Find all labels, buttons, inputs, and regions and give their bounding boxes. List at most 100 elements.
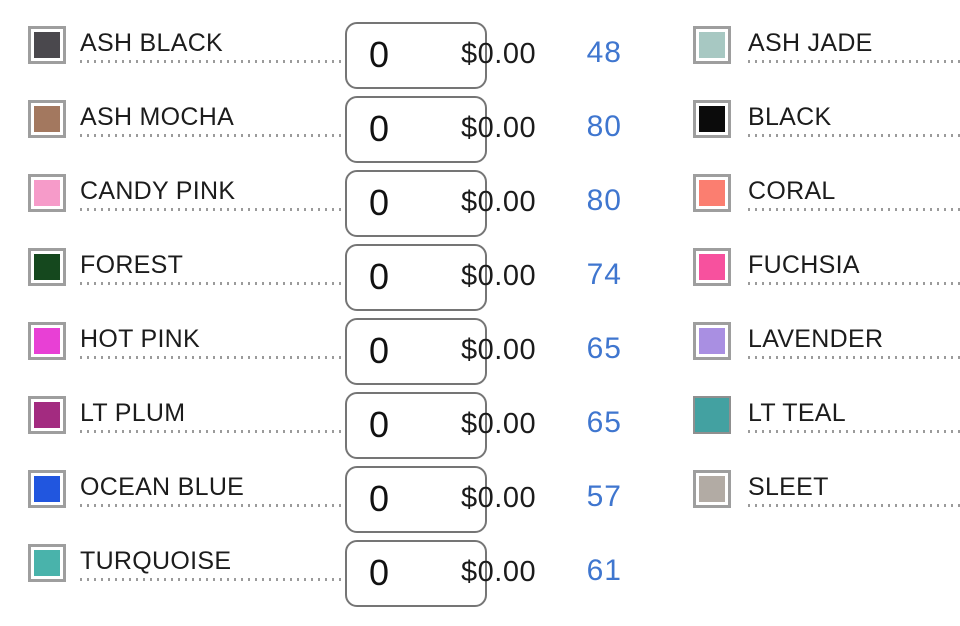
color-row-ash-mocha: ASH MOCHA $0.00 80 [0, 82, 640, 163]
available-count: 80 [586, 184, 622, 217]
label-leader: ASH BLACK [80, 27, 345, 63]
color-row-ocean-blue: OCEAN BLUE $0.00 57 [0, 452, 640, 533]
color-chip [699, 476, 725, 502]
turquoise-swatch-icon [28, 544, 66, 582]
color-chip [34, 254, 60, 280]
line-price: $0.00 [461, 481, 537, 514]
color-row-black: BLACK [640, 82, 960, 156]
color-row-sleet: SLEET [640, 452, 960, 526]
color-chip [699, 254, 725, 280]
black-swatch-icon [693, 100, 731, 138]
available-count: 65 [586, 332, 622, 365]
label-leader: CORAL [748, 175, 960, 211]
ash-mocha-swatch-icon [28, 100, 66, 138]
available-count-wrap: 61 [536, 546, 640, 587]
quantity-input[interactable] [345, 95, 487, 163]
color-row-lavender: LAVENDER [640, 304, 960, 378]
color-row-turquoise: TURQUOISE $0.00 61 [0, 526, 640, 607]
color-row-lt-teal: LT TEAL [640, 378, 960, 452]
color-name-label: LT TEAL [748, 398, 846, 427]
color-chip [34, 106, 60, 132]
color-chip [699, 180, 725, 206]
label-leader: SLEET [748, 471, 960, 507]
line-price: $0.00 [461, 111, 537, 144]
label-leader: LT PLUM [80, 397, 345, 433]
available-count: 48 [586, 36, 622, 69]
sleet-swatch-icon [693, 470, 731, 508]
color-row-fuchsia: FUCHSIA [640, 230, 960, 304]
color-row-coral: CORAL [640, 156, 960, 230]
color-name-label: TURQUOISE [80, 546, 232, 575]
label-leader: BLACK [748, 101, 960, 137]
available-count: 74 [586, 258, 622, 291]
color-row-hot-pink: HOT PINK $0.00 65 [0, 304, 640, 385]
quantity-input[interactable] [345, 169, 487, 237]
quantity-input[interactable] [345, 317, 487, 385]
label-leader: FUCHSIA [748, 249, 960, 285]
available-count: 80 [586, 110, 622, 143]
available-count-wrap: 65 [536, 398, 640, 439]
color-name-label: FOREST [80, 250, 184, 279]
available-count: 65 [586, 406, 622, 439]
color-chip [34, 402, 60, 428]
available-count-wrap: 48 [536, 28, 640, 69]
color-row-ash-black: ASH BLACK $0.00 48 [0, 8, 640, 89]
color-chip [34, 476, 60, 502]
color-chip [34, 328, 60, 354]
color-row-ash-jade: ASH JADE [640, 8, 960, 82]
line-price: $0.00 [461, 259, 537, 292]
color-name-label: SLEET [748, 472, 829, 501]
line-price: $0.00 [461, 333, 537, 366]
label-leader: HOT PINK [80, 323, 345, 359]
color-chip [34, 32, 60, 58]
color-name-label: OCEAN BLUE [80, 472, 245, 501]
ash-jade-swatch-icon [693, 26, 731, 64]
fuchsia-swatch-icon [693, 248, 731, 286]
color-name-label: LT PLUM [80, 398, 186, 427]
color-name-label: ASH BLACK [80, 28, 224, 57]
quantity-input[interactable] [345, 539, 487, 607]
quantity-input[interactable] [345, 391, 487, 459]
label-leader: FOREST [80, 249, 345, 285]
available-count: 57 [586, 480, 622, 513]
label-leader: LT TEAL [748, 397, 960, 433]
color-chip [699, 32, 725, 58]
color-name-label: LAVENDER [748, 324, 884, 353]
line-price: $0.00 [461, 407, 537, 440]
hot-pink-swatch-icon [28, 322, 66, 360]
color-chip [699, 328, 725, 354]
label-leader: CANDY PINK [80, 175, 345, 211]
color-name-label: CANDY PINK [80, 176, 236, 205]
color-name-label: FUCHSIA [748, 250, 860, 279]
label-leader: ASH JADE [748, 27, 960, 63]
right-color-column: ASH JADE BLACK CORAL FUCHSIA LAVENDER LT TEAL… [640, 8, 960, 600]
quantity-input[interactable] [345, 465, 487, 533]
ash-black-swatch-icon [28, 26, 66, 64]
color-row-candy-pink: CANDY PINK $0.00 80 [0, 156, 640, 237]
line-price: $0.00 [461, 555, 537, 588]
lt-teal-swatch-icon [693, 396, 731, 434]
color-name-label: ASH JADE [748, 28, 873, 57]
line-price: $0.00 [461, 185, 537, 218]
color-chip [34, 180, 60, 206]
color-chip [695, 398, 729, 432]
available-count-wrap: 57 [536, 472, 640, 513]
quantity-input[interactable] [345, 243, 487, 311]
available-count-wrap: 65 [536, 324, 640, 365]
lavender-swatch-icon [693, 322, 731, 360]
color-chip [699, 106, 725, 132]
color-chip [34, 550, 60, 576]
available-count-wrap: 80 [536, 102, 640, 143]
quantity-input[interactable] [345, 21, 487, 89]
available-count: 61 [586, 554, 622, 587]
label-leader: ASH MOCHA [80, 101, 345, 137]
color-name-label: ASH MOCHA [80, 102, 235, 131]
color-row-forest: FOREST $0.00 74 [0, 230, 640, 311]
color-name-label: HOT PINK [80, 324, 201, 353]
available-count-wrap: 74 [536, 250, 640, 291]
lt-plum-swatch-icon [28, 396, 66, 434]
color-name-label: CORAL [748, 176, 836, 205]
